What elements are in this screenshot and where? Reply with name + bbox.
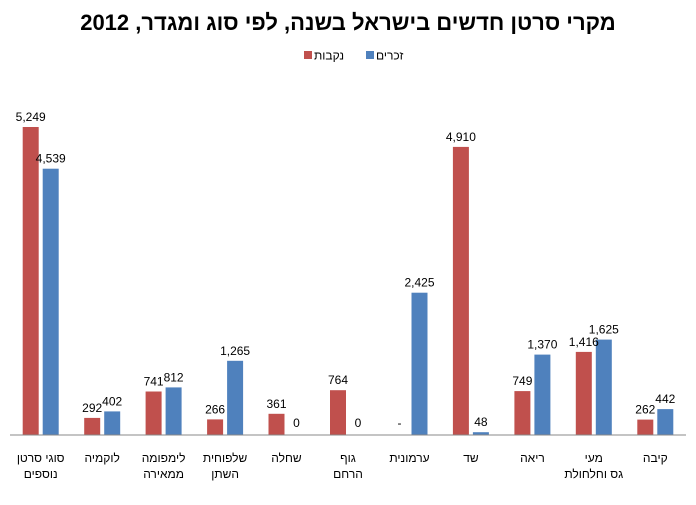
category-label-8-0: ריאה [520, 451, 545, 465]
bar-female-1 [84, 417, 101, 435]
data-label-male-1: 402 [102, 394, 122, 408]
data-label-male-0: 4,539 [36, 152, 66, 166]
data-label-male-10: 442 [655, 392, 675, 406]
legend-swatch-male [366, 51, 374, 59]
bar-female-0 [22, 127, 39, 435]
category-label-10-0: קיבה [643, 451, 668, 465]
bar-female-2 [145, 391, 162, 435]
data-label-female-4: 361 [266, 397, 286, 411]
bar-male-7 [472, 432, 489, 435]
category-label-2-1: ממאירה [143, 467, 184, 481]
chart-title: מקרי סרטן חדשים בישראל בשנה, לפי סוג ומג… [80, 10, 616, 35]
data-label-female-1: 292 [82, 401, 102, 415]
bar-female-10 [637, 419, 654, 435]
data-label-male-3: 1,265 [220, 344, 250, 358]
category-label-9-0: מעי [585, 451, 603, 465]
category-label-3-0: שלפוחית [203, 451, 248, 465]
data-label-female-5: 764 [328, 373, 348, 387]
category-label-6-0: ערמונית [389, 451, 429, 465]
bar-female-8 [514, 391, 531, 435]
legend-label-male: זכרים [376, 49, 403, 63]
bar-male-6 [411, 292, 428, 435]
bar-male-10 [657, 409, 674, 435]
data-label-female-0: 5,249 [16, 110, 46, 124]
data-label-male-8: 1,370 [527, 338, 557, 352]
bar-male-3 [227, 360, 244, 435]
bar-male-2 [165, 387, 182, 435]
category-label-5-0: גוף [340, 451, 356, 465]
bar-male-8 [534, 354, 551, 435]
bar-female-5 [330, 390, 346, 435]
bar-male-9 [595, 339, 612, 435]
data-label-male-4: 0 [293, 416, 300, 430]
category-label-2-0: לימפומה [142, 451, 186, 465]
data-label-female-3: 266 [205, 402, 225, 416]
data-label-female-2: 741 [144, 375, 164, 389]
bar-female-3 [207, 419, 224, 435]
category-label-1-0: לוקמיה [85, 451, 120, 465]
bars-group [22, 127, 674, 435]
bar-female-9 [575, 351, 592, 435]
category-label-0-0: סוגי סרטן [17, 451, 65, 465]
category-label-0-1: נוספים [24, 467, 58, 481]
data-label-female-10: 262 [635, 403, 655, 417]
data-label-female-8: 749 [512, 374, 532, 388]
data-label-male-2: 812 [164, 370, 184, 384]
legend-label-female: נקבות [314, 49, 344, 63]
category-label-9-1: גס וחלחולת [564, 467, 623, 481]
data-label-female-9: 1,416 [569, 335, 599, 349]
data-label-male-5: 0 [355, 416, 362, 430]
bar-female-7 [452, 146, 469, 435]
legend: נקבות זכרים [304, 49, 403, 63]
data-label-male-9: 1,625 [589, 323, 619, 337]
category-label-7-0: שד [463, 451, 479, 465]
bar-male-0 [42, 168, 59, 435]
data-label-female-7: 4,910 [446, 130, 476, 144]
category-labels-group: סוגי סרטן נוספים לוקמיה לימפומה ממאירה שלפוחי… [17, 451, 668, 481]
category-label-3-1: השתן [211, 467, 239, 481]
data-labels-group: 5,249 4,539 292 402 741 812 266 1,265 361 0 764 0 - 2… [16, 110, 676, 430]
legend-swatch-female [304, 51, 312, 59]
bar-male-1 [104, 411, 121, 435]
data-label-male-6: 2,425 [404, 276, 434, 290]
data-label-female-6: - [398, 416, 402, 430]
category-label-5-1: הרחם [333, 467, 363, 481]
bar-female-4 [268, 413, 285, 435]
data-label-male-7: 48 [474, 415, 488, 429]
category-label-4-0: שחלה [271, 451, 302, 465]
